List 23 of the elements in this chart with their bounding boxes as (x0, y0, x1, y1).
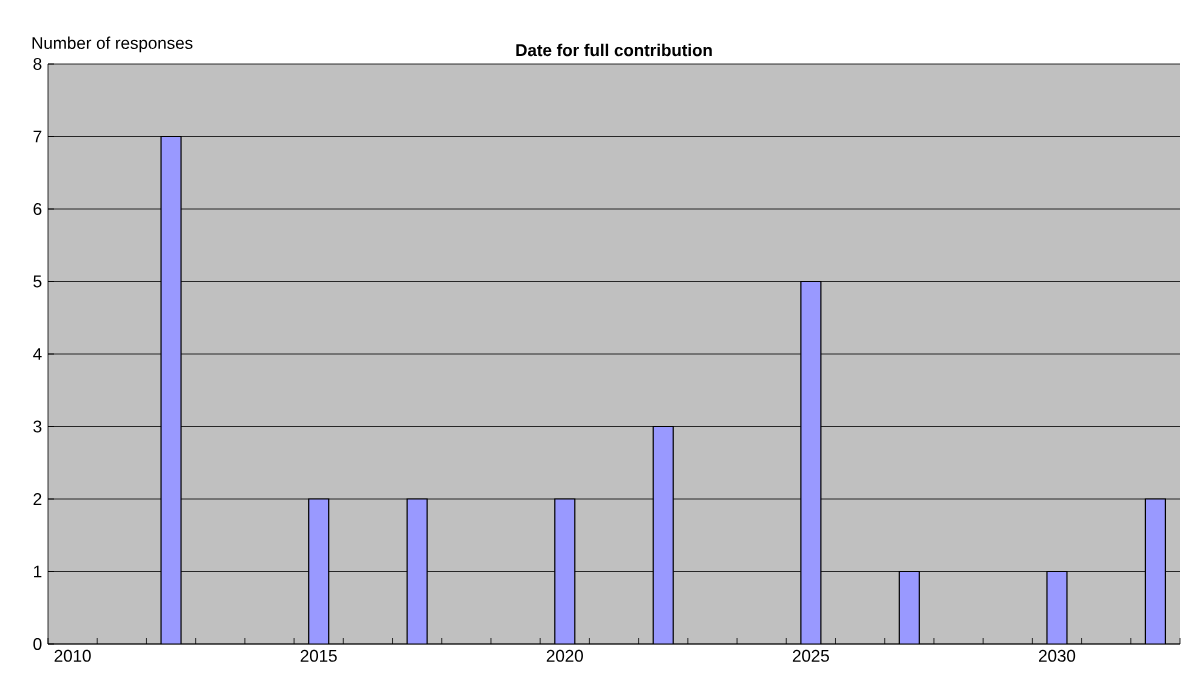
x-tick-label: 2025 (792, 649, 829, 662)
bar (652, 425, 674, 644)
y-tick-label: 0 (33, 638, 42, 650)
x-tick-label: 2010 (54, 649, 91, 662)
bar (898, 570, 920, 644)
bar (160, 135, 182, 644)
y-tick-label: 5 (33, 275, 42, 288)
bar (1144, 498, 1167, 644)
y-tick-label: 8 (33, 58, 42, 70)
y-tick-label: 3 (33, 420, 42, 433)
y-tick-label: 7 (33, 130, 42, 143)
y-tick-label: 4 (33, 348, 42, 360)
y-tick-label: 1 (34, 565, 42, 578)
chart-title: Date for full contribution (516, 43, 712, 57)
y-axis-title: Number of responses (32, 36, 193, 53)
bar (554, 498, 576, 644)
x-tick-label: 2015 (300, 649, 337, 662)
x-tick-label: 2020 (546, 649, 583, 662)
y-tick-label: 6 (33, 203, 42, 215)
x-tick-label: 2030 (1038, 649, 1076, 662)
bar (308, 498, 330, 644)
y-tick-label: 2 (33, 493, 42, 505)
bar (800, 280, 822, 644)
